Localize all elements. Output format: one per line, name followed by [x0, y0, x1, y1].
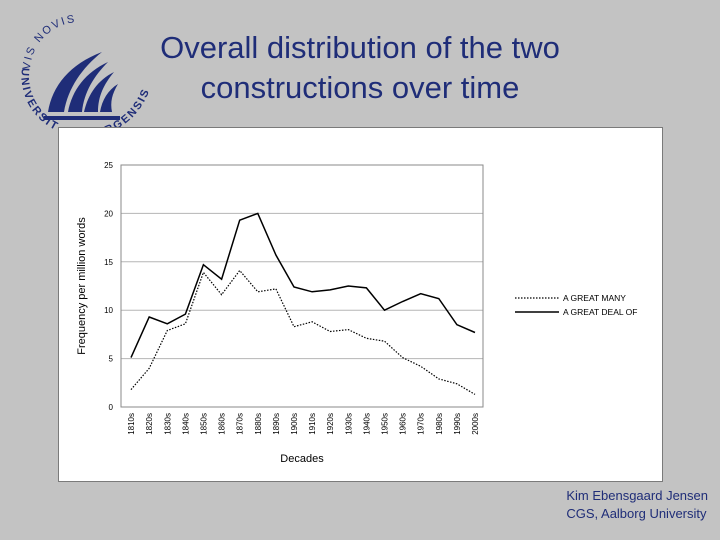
- x-tick-label: 1960s: [399, 413, 408, 435]
- y-tick-label: 0: [109, 403, 114, 412]
- logo-text-top: VIS NOVIS: [21, 13, 77, 70]
- x-axis-label: Decades: [280, 453, 324, 465]
- x-tick-label: 2000s: [471, 413, 480, 435]
- x-tick-label: 1970s: [417, 413, 426, 435]
- slide-footer: Kim Ebensgaard Jensen CGS, Aalborg Unive…: [566, 487, 708, 523]
- logo-text-left: UNIVERSITAS: [8, 8, 60, 133]
- slide-title-line-2: constructions over time: [200, 70, 520, 105]
- footer-author: Kim Ebensgaard Jensen: [566, 488, 708, 503]
- x-tick-label: 1840s: [181, 413, 190, 435]
- y-tick-label: 10: [104, 306, 113, 315]
- line-chart: 0 5 10 15 20 25 1810s 1820s 1830s 1840s 1850s 1860…: [76, 161, 637, 465]
- chart-gridlines: [121, 164, 483, 408]
- x-tick-label: 1810s: [127, 413, 136, 435]
- x-tick-label: 1880s: [254, 413, 263, 435]
- university-logo: VIS NOVIS UNIVERSITAS ALBORGENSIS: [3, 0, 168, 141]
- x-tick-label: 1870s: [236, 413, 245, 435]
- y-axis-label: Frequency per million words: [76, 217, 88, 355]
- legend-label: A GREAT MANY: [563, 293, 626, 303]
- y-tick-label: 5: [109, 355, 114, 364]
- x-tick-label: 1900s: [290, 413, 299, 435]
- chart-legend: A GREAT MANY A GREAT DEAL OF: [515, 293, 637, 317]
- x-tick-label: 1990s: [453, 413, 462, 435]
- x-tick-label: 1940s: [362, 413, 371, 435]
- x-tick-label: 1890s: [272, 413, 281, 435]
- x-axis-ticks: 1810s 1820s 1830s 1840s 1850s 1860s 1870s 1880s…: [127, 413, 480, 435]
- x-tick-label: 1950s: [380, 413, 389, 435]
- logo-emblem: [44, 52, 120, 120]
- x-tick-label: 1850s: [199, 413, 208, 435]
- plot-area-border: [120, 164, 484, 408]
- chart-series: [130, 212, 476, 395]
- university-seal-icon: VIS NOVIS UNIVERSITAS ALBORGENSIS: [3, 0, 151, 141]
- footer-affiliation: CGS, Aalborg University: [566, 506, 707, 521]
- y-tick-label: 15: [104, 258, 113, 267]
- slide-title: Overall distribution of the two construc…: [120, 28, 600, 108]
- y-tick-label: 20: [104, 209, 113, 218]
- series-line-a-great-deal-of: [130, 212, 476, 358]
- x-tick-label: 1930s: [344, 413, 353, 435]
- x-tick-label: 1920s: [326, 413, 335, 435]
- x-tick-label: 1910s: [308, 413, 317, 435]
- x-tick-label: 1830s: [163, 413, 172, 435]
- x-tick-label: 1860s: [218, 413, 227, 435]
- chart-frame: 0 5 10 15 20 25 1810s 1820s 1830s 1840s 1850s 1860…: [58, 127, 663, 482]
- y-axis-ticks: 0 5 10 15 20 25: [104, 161, 113, 412]
- y-tick-label: 25: [104, 161, 113, 170]
- slide-title-line-1: Overall distribution of the two: [160, 30, 560, 65]
- legend-label: A GREAT DEAL OF: [563, 307, 637, 317]
- x-tick-label: 1820s: [145, 413, 154, 435]
- x-tick-label: 1980s: [435, 413, 444, 435]
- series-line-a-great-many: [130, 269, 476, 395]
